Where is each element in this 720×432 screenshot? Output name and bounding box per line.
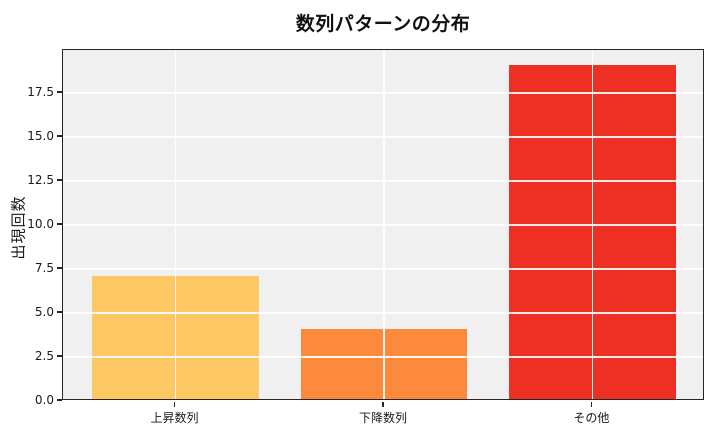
x-tick-label: その他 xyxy=(573,411,610,425)
y-tick-mark xyxy=(57,355,62,357)
x-tick-mark xyxy=(590,401,593,407)
horizontal-gridline xyxy=(63,136,703,138)
grid-layer xyxy=(63,50,703,399)
y-tick-label: 10.0 xyxy=(27,217,54,232)
y-tick-label: 7.5 xyxy=(34,261,54,276)
y-tick-label: 5.0 xyxy=(34,305,54,320)
horizontal-gridline xyxy=(63,92,703,94)
chart-title: 数列パターンの分布 xyxy=(295,13,471,35)
horizontal-gridline xyxy=(63,312,703,314)
y-tick-mark xyxy=(57,135,62,137)
y-tick-mark xyxy=(57,91,62,93)
horizontal-gridline xyxy=(63,356,703,358)
x-tick-mark xyxy=(173,401,176,407)
y-tick-label: 0.0 xyxy=(34,393,54,407)
y-tick-mark xyxy=(57,267,62,269)
y-tick-mark xyxy=(57,223,62,225)
y-tick-label: 12.5 xyxy=(27,173,54,188)
y-tick-mark xyxy=(57,311,62,313)
x-tick-mark xyxy=(382,401,384,407)
y-tick-label: 2.5 xyxy=(34,349,54,363)
y-tick-mark xyxy=(57,399,62,401)
horizontal-gridline xyxy=(63,180,703,182)
plot-area xyxy=(62,49,704,400)
y-tick-mark xyxy=(57,179,62,181)
horizontal-gridline xyxy=(63,224,703,226)
horizontal-gridline xyxy=(63,268,703,270)
x-tick-label: 下降数列 xyxy=(358,411,408,425)
y-tick-label: 17.5 xyxy=(27,85,54,100)
y-tick-label: 15.0 xyxy=(27,129,54,144)
x-tick-label: 上昇数列 xyxy=(150,411,199,425)
